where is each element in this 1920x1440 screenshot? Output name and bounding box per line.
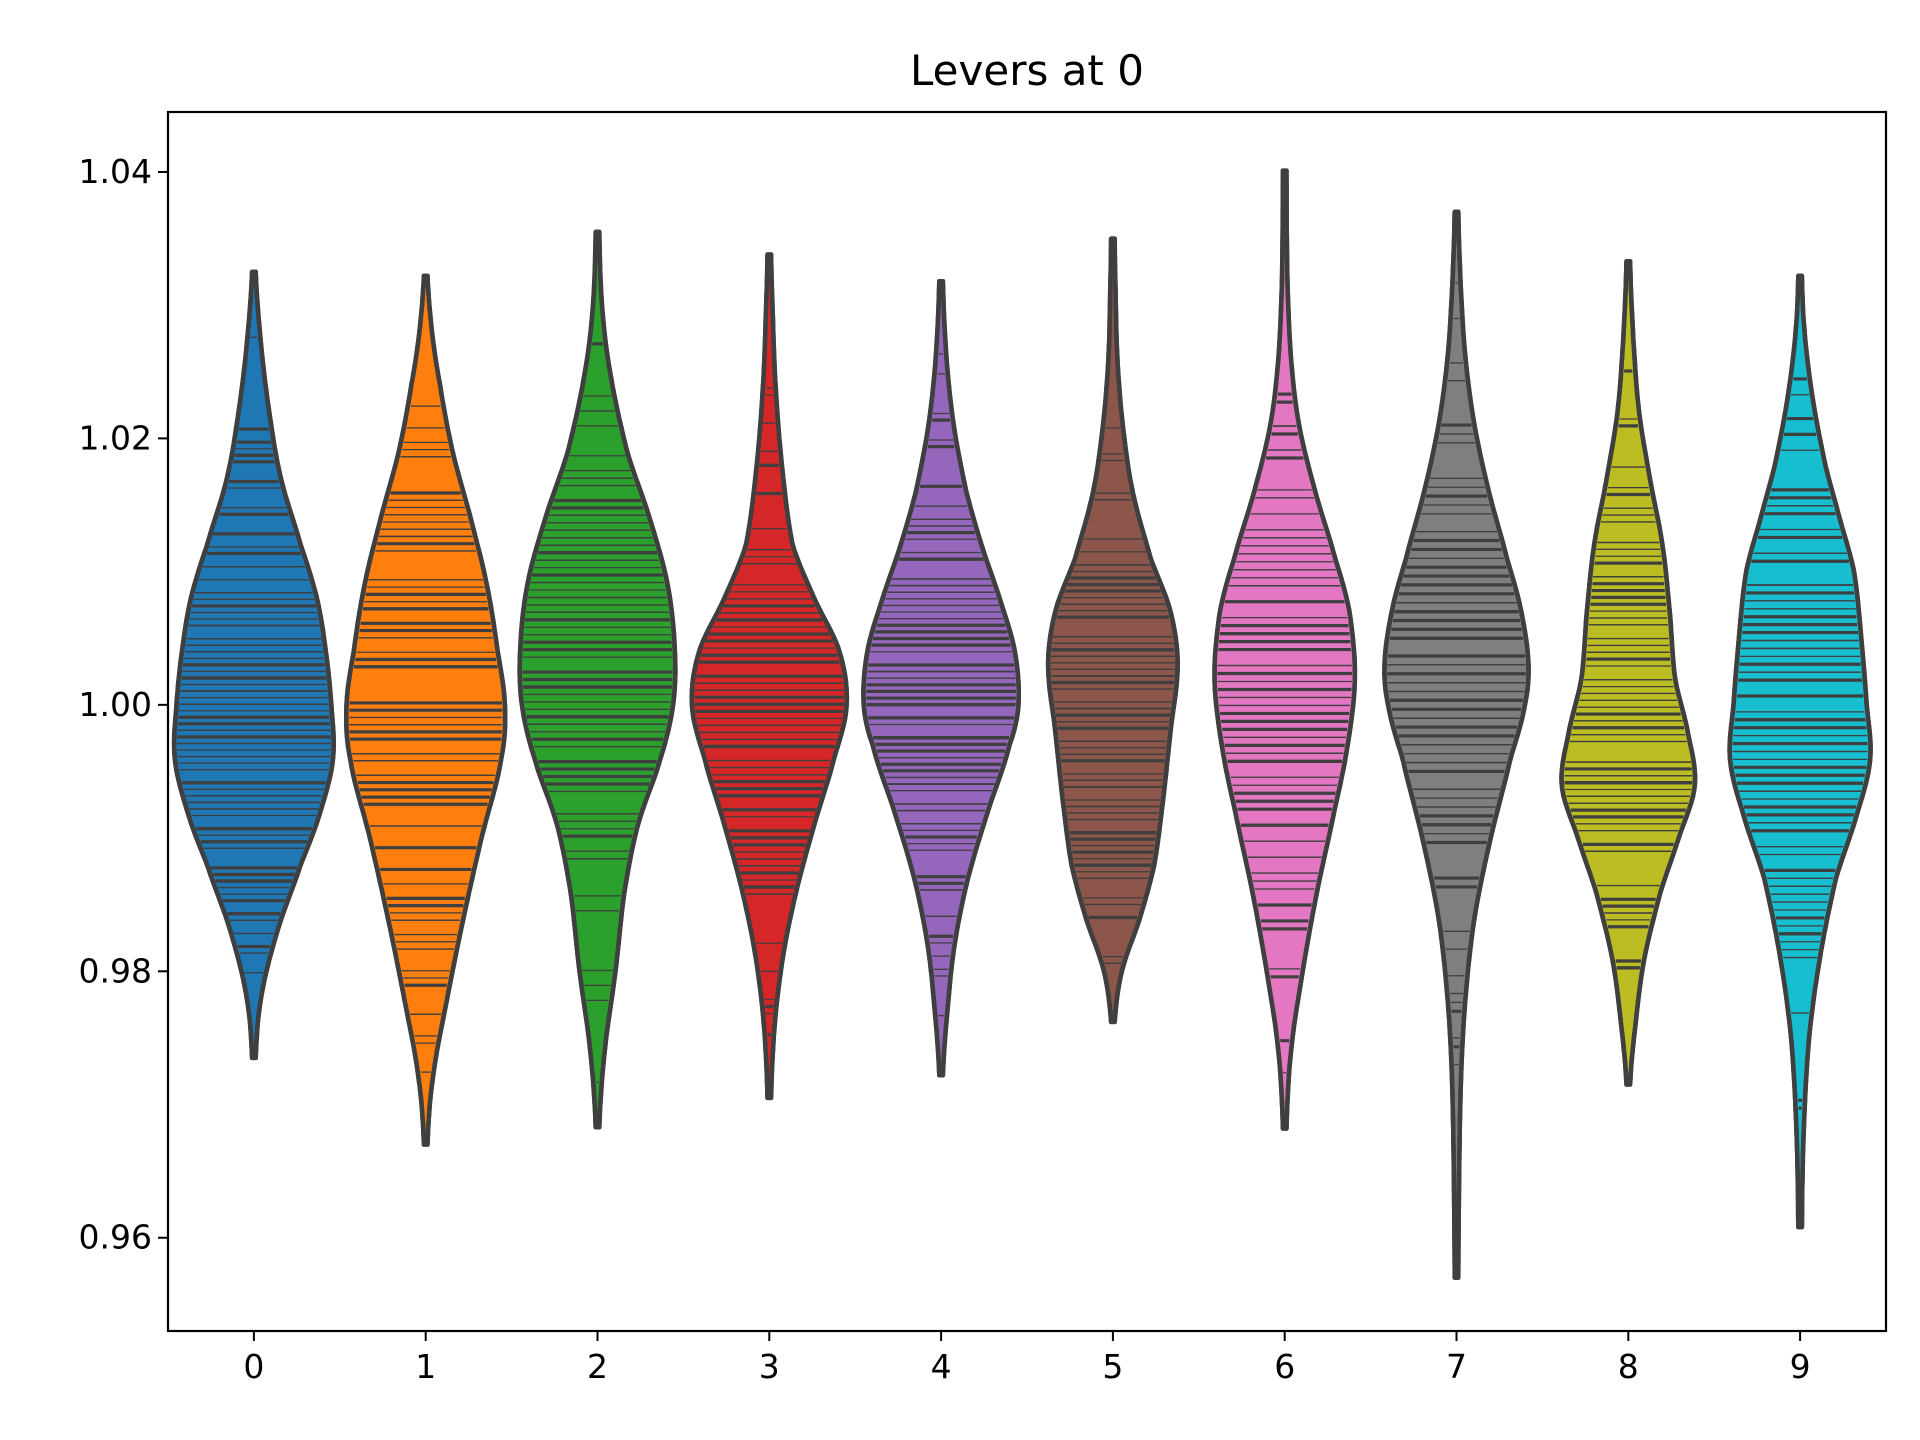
x-tick-label: 0 [243,1347,264,1386]
violin-5 [1045,236,1180,1025]
violins-layer [171,168,1873,1280]
violin-outline [861,278,1022,1078]
violin-0 [171,269,336,1061]
violin-outline [1559,258,1698,1087]
x-tick-label: 8 [1618,1347,1639,1386]
violin-outline [1727,273,1873,1230]
violin-outline [1045,236,1180,1025]
chart-title: Levers at 0 [910,46,1144,95]
violin-outline [171,269,336,1061]
y-axis: 0.96 0.98 1.00 1.02 1.04 [79,152,168,1257]
violin-outline [1212,168,1358,1131]
violin-outline [689,252,850,1101]
x-tick-label: 4 [931,1347,952,1386]
violin-7 [1382,209,1531,1280]
y-tick-label: 0.96 [79,1218,152,1257]
x-axis: 0 1 2 3 4 5 6 7 8 9 [243,1331,1811,1386]
y-tick-label: 1.04 [79,152,152,191]
violin-2 [517,229,678,1130]
plot-frame [166,110,1888,1333]
x-tick-label: 9 [1790,1347,1811,1386]
violin-outline [517,229,678,1130]
x-tick-label: 7 [1446,1347,1467,1386]
violin-9 [1727,273,1873,1230]
violin-1 [344,273,508,1147]
violin-8 [1559,258,1698,1087]
x-tick-label: 6 [1274,1347,1295,1386]
violin-4 [861,278,1022,1078]
y-tick-label: 0.98 [79,951,152,990]
violin-outline [1382,209,1531,1280]
violin-outline [344,273,508,1147]
x-tick-label: 2 [587,1347,608,1386]
y-tick-label: 1.00 [79,685,152,724]
x-tick-label: 3 [759,1347,780,1386]
x-tick-label: 1 [415,1347,436,1386]
violin-6 [1212,168,1358,1131]
violin-3 [689,252,850,1101]
x-tick-label: 5 [1102,1347,1123,1386]
y-tick-label: 1.02 [79,418,152,457]
